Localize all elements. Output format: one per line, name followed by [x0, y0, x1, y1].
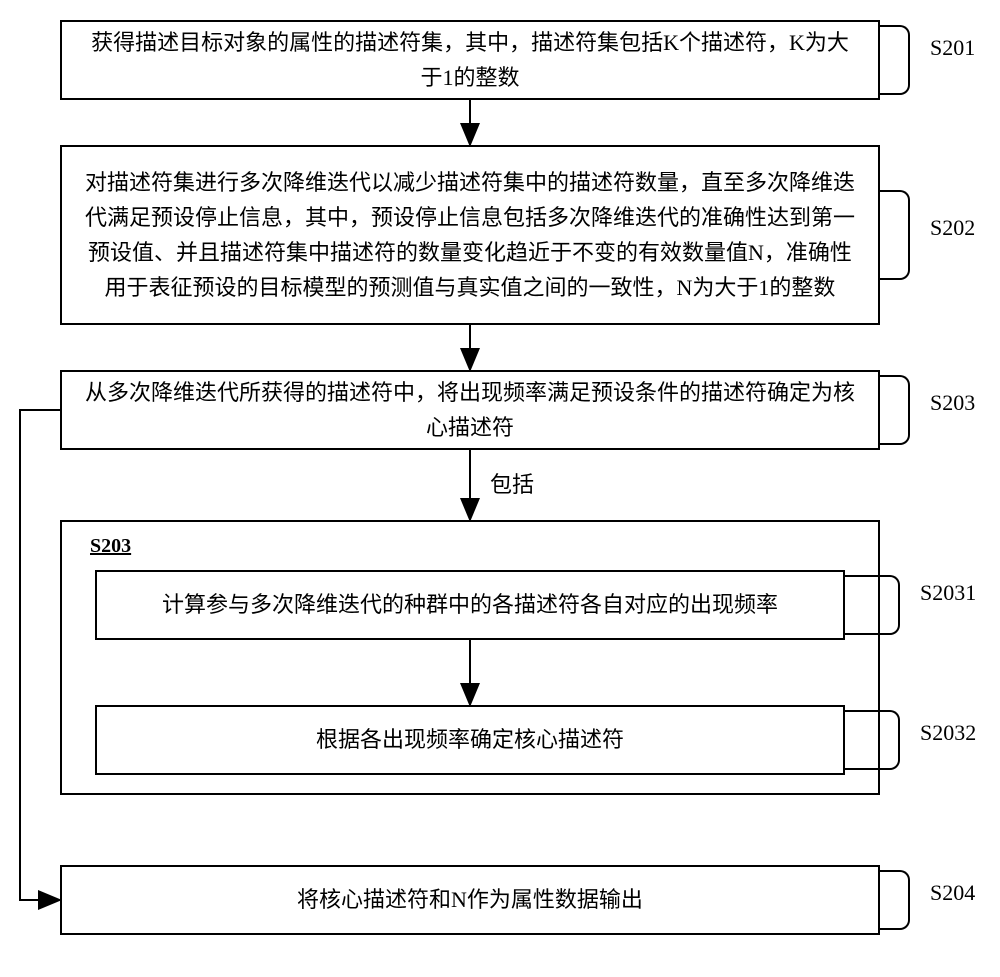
node-s203-text: 从多次降维迭代所获得的描述符中，将出现频率满足预设条件的描述符确定为核心描述符 — [82, 375, 858, 445]
node-s2032: 根据各出现频率确定核心描述符 — [95, 705, 845, 775]
bracket-s2031 — [845, 575, 900, 635]
bracket-s202 — [880, 190, 910, 280]
node-s201: 获得描述目标对象的属性的描述符集，其中，描述符集包括K个描述符，K为大于1的整数 — [60, 20, 880, 100]
flowchart-canvas: 获得描述目标对象的属性的描述符集，其中，描述符集包括K个描述符，K为大于1的整数… — [0, 0, 1000, 977]
node-s203: 从多次降维迭代所获得的描述符中，将出现频率满足预设条件的描述符确定为核心描述符 — [60, 370, 880, 450]
node-s2031-text: 计算参与多次降维迭代的种群中的各描述符各自对应的出现频率 — [162, 587, 778, 622]
node-s202: 对描述符集进行多次降维迭代以减少描述符集中的描述符数量，直至多次降维迭代满足预设… — [60, 145, 880, 325]
bracket-s2032 — [845, 710, 900, 770]
node-s2032-text: 根据各出现频率确定核心描述符 — [316, 722, 624, 757]
label-s202: S202 — [930, 215, 975, 241]
node-s204: 将核心描述符和N作为属性数据输出 — [60, 865, 880, 935]
node-s202-text: 对描述符集进行多次降维迭代以减少描述符集中的描述符数量，直至多次降维迭代满足预设… — [82, 165, 858, 306]
bracket-s203 — [880, 375, 910, 445]
node-s2031: 计算参与多次降维迭代的种群中的各描述符各自对应的出现频率 — [95, 570, 845, 640]
edge-label-includes: 包括 — [490, 467, 534, 499]
node-s204-text: 将核心描述符和N作为属性数据输出 — [297, 882, 643, 917]
node-s201-text: 获得描述目标对象的属性的描述符集，其中，描述符集包括K个描述符，K为大于1的整数 — [82, 25, 858, 95]
label-s2031: S2031 — [920, 580, 976, 606]
label-s204: S204 — [930, 880, 975, 906]
label-s2032: S2032 — [920, 720, 976, 746]
bracket-s204 — [880, 870, 910, 930]
bracket-s201 — [880, 25, 910, 95]
inner-label-s203: S203 — [90, 535, 131, 558]
label-s203: S203 — [930, 390, 975, 416]
label-s201: S201 — [930, 35, 975, 61]
